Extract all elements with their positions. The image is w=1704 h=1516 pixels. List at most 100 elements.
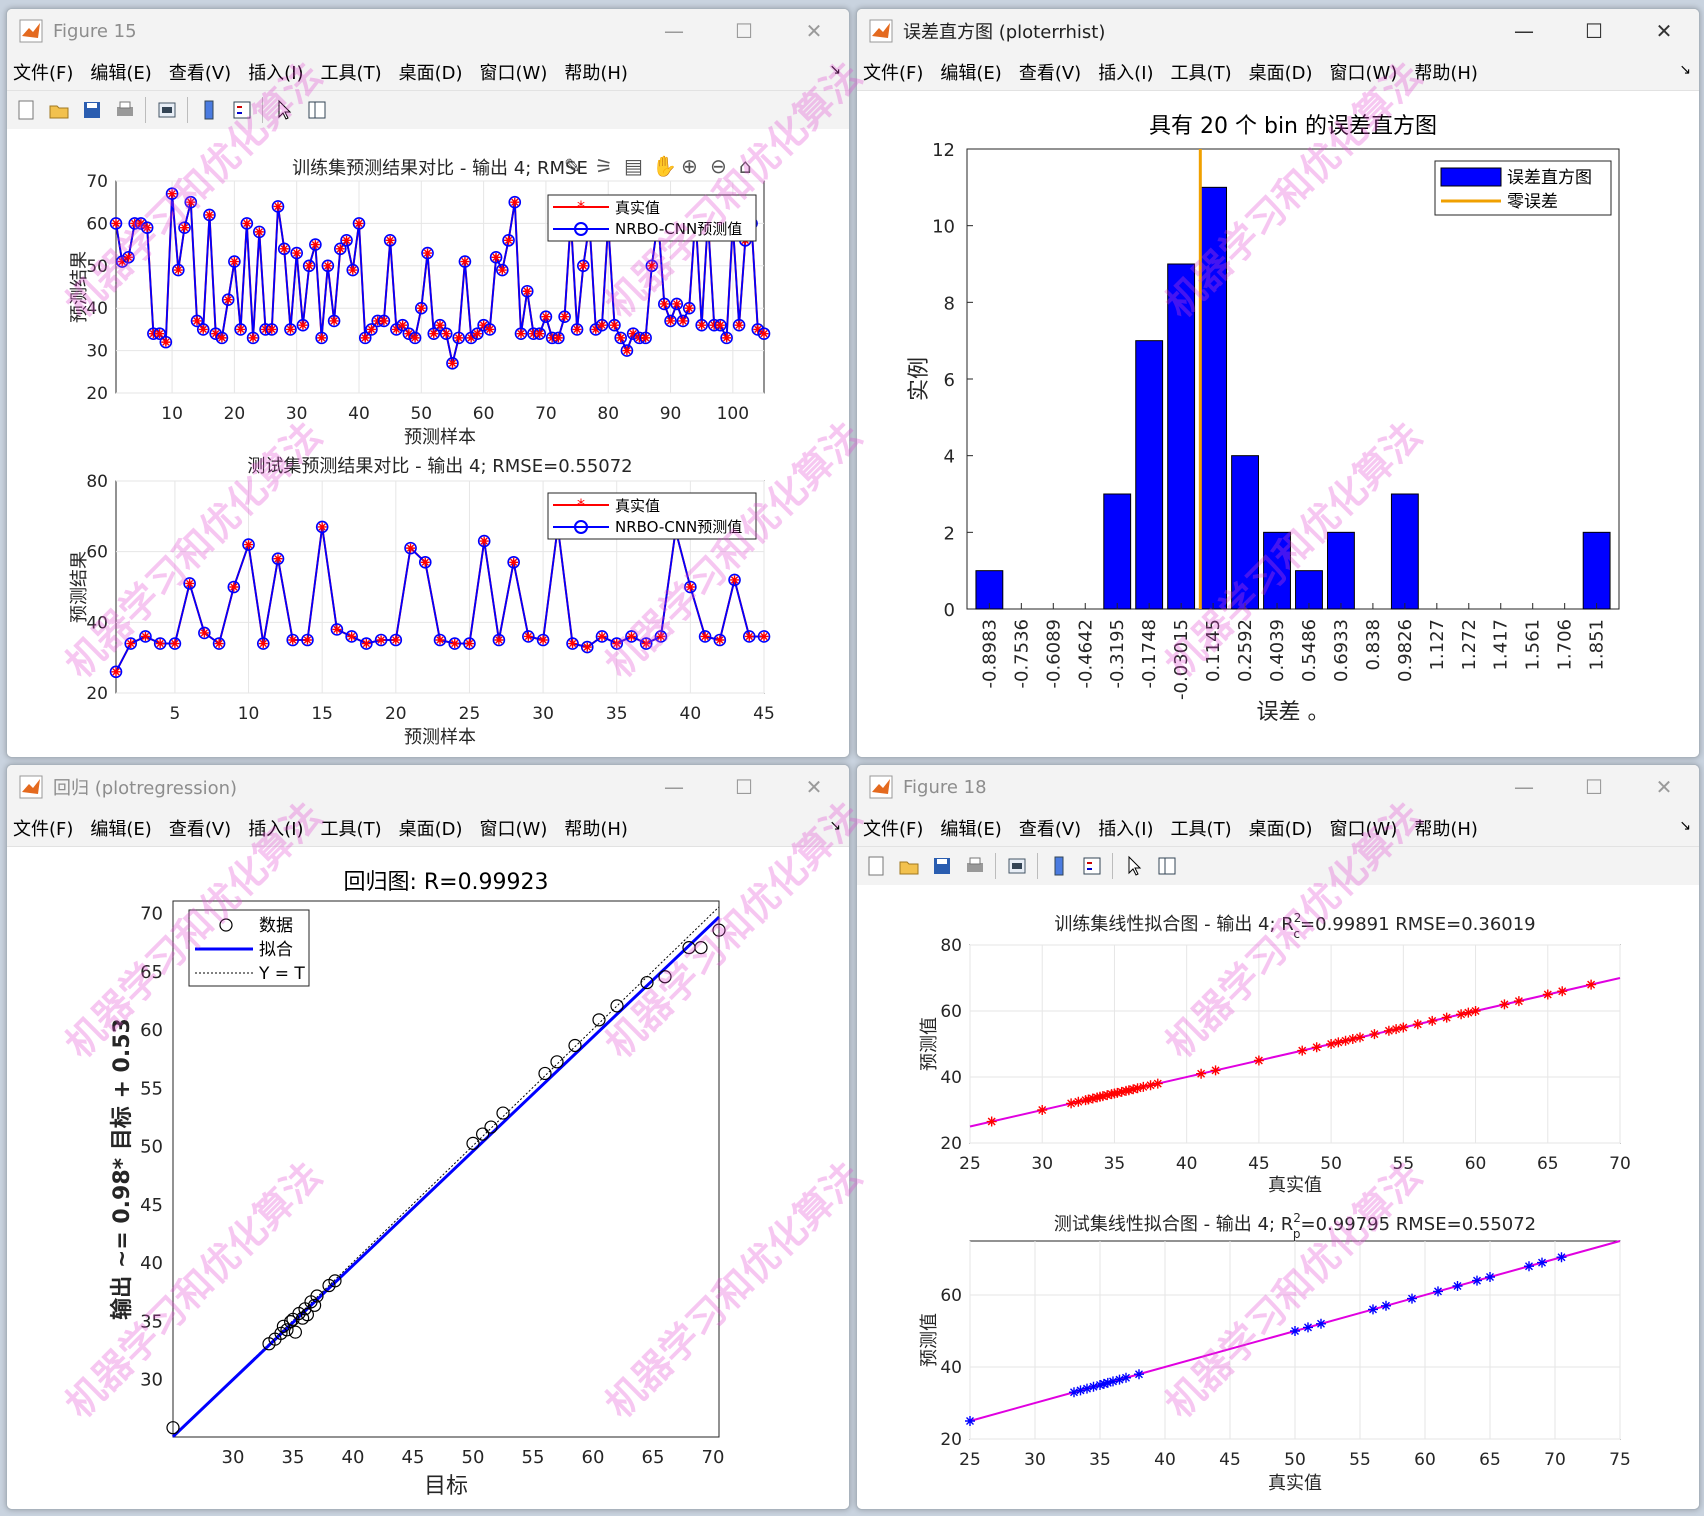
pan-icon[interactable]: ✋ (652, 154, 677, 178)
x-tick-label: 65 (642, 1447, 665, 1468)
predicted-point (552, 331, 565, 345)
menu-edit[interactable]: 编辑(E) (940, 63, 1002, 84)
dock-arrow-icon[interactable]: ↘ (1679, 818, 1691, 834)
colorbar-icon[interactable] (196, 97, 222, 123)
menu-insert[interactable]: 插入(I) (1098, 819, 1154, 840)
open-file-icon[interactable] (46, 97, 72, 123)
export-icon[interactable]: ✎ (564, 154, 581, 178)
minimize-icon[interactable]: — (664, 775, 684, 799)
menu-tools[interactable]: 工具(T) (320, 819, 382, 840)
home-icon[interactable]: ⌂ (739, 154, 752, 178)
hist-bar (1167, 263, 1196, 610)
errhist-titlebar[interactable]: 误差直方图 (ploterrhist) — ☐ ✕ (857, 9, 1699, 54)
menu-help[interactable]: 帮助(H) (1414, 819, 1478, 840)
menu-file[interactable]: 文件(F) (863, 819, 924, 840)
close-icon[interactable]: ✕ (1655, 19, 1673, 43)
brush-icon[interactable]: ⚞ (595, 154, 613, 178)
x-tick-label: 35 (1089, 1450, 1111, 1470)
menu-window[interactable]: 窗口(W) (479, 63, 548, 84)
dock-arrow-icon[interactable]: ↘ (1679, 62, 1691, 78)
zoom-out-icon[interactable]: ⊖ (710, 154, 727, 178)
menu-file[interactable]: 文件(F) (863, 63, 924, 84)
menu-insert[interactable]: 插入(I) (248, 819, 304, 840)
menu-view[interactable]: 查看(V) (1018, 819, 1082, 840)
pointer-icon[interactable] (271, 97, 297, 123)
legend-icon[interactable] (1079, 853, 1105, 879)
menu-file[interactable]: 文件(F) (13, 819, 74, 840)
regression-titlebar[interactable]: 回归 (plotregression) — ☐ ✕ (7, 765, 849, 810)
close-icon[interactable]: ✕ (1655, 775, 1673, 799)
hist-axes[interactable] (966, 148, 1620, 610)
menu-view[interactable]: 查看(V) (168, 63, 232, 84)
maximize-icon[interactable]: ☐ (735, 775, 753, 799)
menu-edit[interactable]: 编辑(E) (940, 819, 1002, 840)
true-point (441, 329, 451, 339)
link-plot-icon[interactable] (1004, 853, 1030, 879)
menu-tools[interactable]: 工具(T) (1170, 819, 1232, 840)
predicted-point (374, 633, 388, 647)
dock-arrow-icon[interactable]: ↘ (829, 818, 841, 834)
menu-help[interactable]: 帮助(H) (564, 819, 628, 840)
test-legend[interactable]: * 真实值 NRBO-CNN预测值 (547, 492, 757, 540)
menu-desktop[interactable]: 桌面(D) (1248, 63, 1313, 84)
menu-window[interactable]: 窗口(W) (1329, 63, 1398, 84)
menu-desktop[interactable]: 桌面(D) (398, 63, 463, 84)
dock-arrow-icon[interactable]: ↘ (829, 62, 841, 78)
new-figure-icon[interactable] (863, 853, 889, 879)
open-file-icon[interactable] (896, 853, 922, 879)
maximize-icon[interactable]: ☐ (1585, 19, 1603, 43)
print-icon[interactable] (112, 97, 138, 123)
true-point (523, 631, 533, 641)
train-legend[interactable]: * 真实值 NRBO-CNN预测值 (547, 194, 757, 242)
datatip-icon[interactable]: ▤ (624, 154, 643, 178)
maximize-icon[interactable]: ☐ (1585, 775, 1603, 799)
menu-insert[interactable]: 插入(I) (248, 63, 304, 84)
menu-help[interactable]: 帮助(H) (1414, 63, 1478, 84)
predicted-point (658, 297, 671, 311)
property-editor-icon[interactable] (1154, 853, 1180, 879)
print-icon[interactable] (962, 853, 988, 879)
minimize-icon[interactable]: — (1514, 19, 1534, 43)
close-icon[interactable]: ✕ (805, 775, 823, 799)
true-point (509, 557, 519, 567)
link-plot-icon[interactable] (154, 97, 180, 123)
data-point (592, 1013, 606, 1027)
menu-help[interactable]: 帮助(H) (564, 63, 628, 84)
legend-icon[interactable] (229, 97, 255, 123)
new-figure-icon[interactable] (13, 97, 39, 123)
x-tick-label: 60 (582, 1447, 605, 1468)
predicted-point (452, 331, 465, 345)
save-icon[interactable] (929, 853, 955, 879)
menu-file[interactable]: 文件(F) (13, 63, 74, 84)
menu-edit[interactable]: 编辑(E) (90, 63, 152, 84)
x-tick-label: 80 (597, 404, 619, 424)
data-point (1121, 1372, 1131, 1383)
predicted-point (408, 331, 422, 345)
close-icon[interactable]: ✕ (805, 19, 823, 43)
zoom-in-icon[interactable]: ⊕ (681, 154, 698, 178)
menu-tools[interactable]: 工具(T) (320, 63, 382, 84)
menu-window[interactable]: 窗口(W) (1329, 819, 1398, 840)
menu-edit[interactable]: 编辑(E) (90, 819, 152, 840)
maximize-icon[interactable]: ☐ (735, 19, 753, 43)
minimize-icon[interactable]: — (664, 19, 684, 43)
menu-tools[interactable]: 工具(T) (1170, 63, 1232, 84)
figure18-titlebar[interactable]: Figure 18 — ☐ ✕ (857, 765, 1699, 810)
colorbar-icon[interactable] (1046, 853, 1072, 879)
menu-window[interactable]: 窗口(W) (479, 819, 548, 840)
hist-legend[interactable]: 误差直方图 零误差 (1434, 160, 1612, 216)
menu-desktop[interactable]: 桌面(D) (398, 819, 463, 840)
menu-view[interactable]: 查看(V) (168, 819, 232, 840)
data-point (1524, 1261, 1534, 1272)
menu-view[interactable]: 查看(V) (1018, 63, 1082, 84)
property-editor-icon[interactable] (304, 97, 330, 123)
reg-legend[interactable]: 数据 拟合 Y = T (188, 909, 310, 987)
menu-desktop[interactable]: 桌面(D) (1248, 819, 1313, 840)
pointer-icon[interactable] (1121, 853, 1147, 879)
menu-insert[interactable]: 插入(I) (1098, 63, 1154, 84)
train-fit-axes[interactable] (969, 944, 1621, 1144)
figure15-titlebar[interactable]: Figure 15 — ☐ ✕ (7, 9, 849, 54)
minimize-icon[interactable]: — (1514, 775, 1534, 799)
predicted-point (302, 259, 316, 273)
save-icon[interactable] (79, 97, 105, 123)
